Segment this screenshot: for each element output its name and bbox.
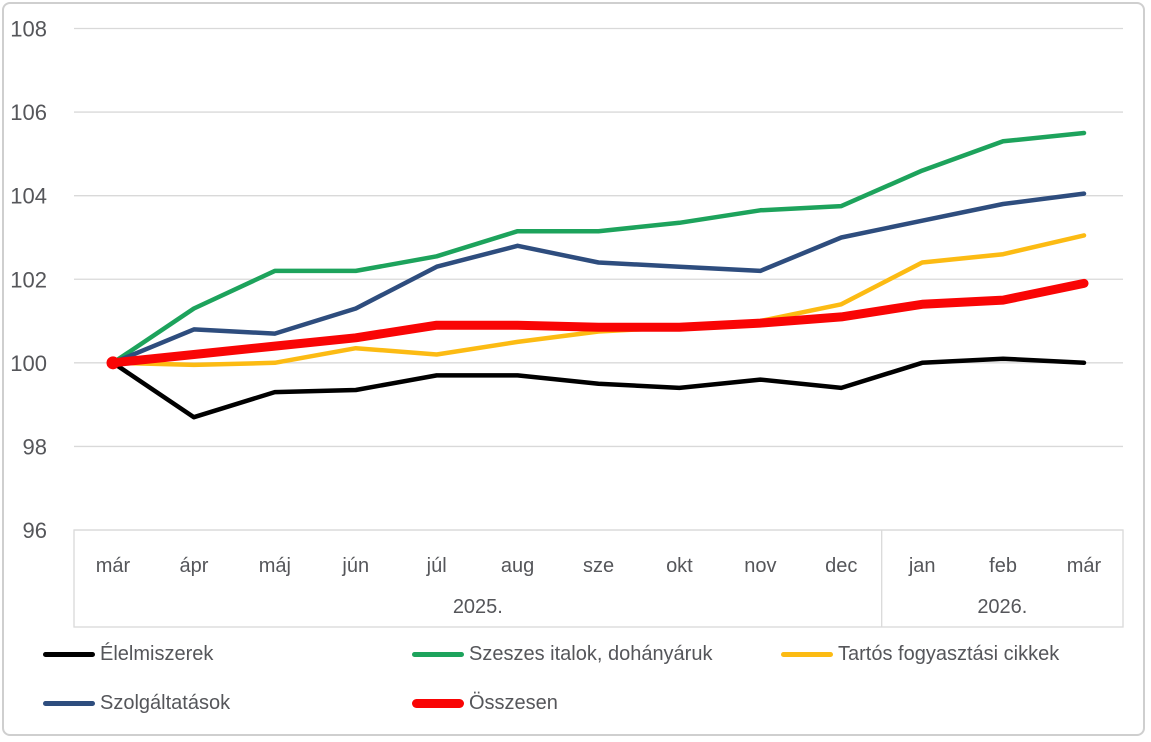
x-axis-month-label: sze bbox=[583, 555, 614, 577]
x-axis-month-label: ápr bbox=[179, 555, 208, 577]
y-axis-tick-label: 104 bbox=[10, 184, 47, 209]
legend-swatch-black bbox=[43, 651, 95, 657]
x-axis-month-label: már bbox=[1067, 555, 1102, 577]
legend-label: Tartós fogyasztási cikkek bbox=[838, 642, 1060, 665]
legend-swatch-green bbox=[412, 651, 464, 657]
legend-item-tartos-cikkek: Tartós fogyasztási cikkek bbox=[781, 641, 1059, 667]
series-start-dot bbox=[106, 356, 120, 370]
y-axis-tick-label: 102 bbox=[10, 267, 47, 292]
y-axis-tick-label: 96 bbox=[23, 518, 47, 543]
legend-item-elelmiszerek: Élelmiszerek bbox=[43, 641, 213, 667]
legend-label: Szeszes italok, dohányáruk bbox=[469, 642, 713, 665]
line-chart-canvas: 96 98 100 102 104 106 108 már ápr máj jún júl aug sze… bbox=[10, 17, 1124, 628]
legend-label: Összesen bbox=[469, 691, 558, 714]
year-label: 2025. bbox=[453, 596, 503, 618]
series-line-1 bbox=[110, 130, 1087, 366]
x-axis-month-label: dec bbox=[825, 555, 857, 577]
legend-swatch-red bbox=[412, 698, 464, 708]
x-axis-month-label: feb bbox=[989, 555, 1017, 577]
x-axis-month-label: jan bbox=[908, 555, 936, 577]
y-axis-tick-label: 98 bbox=[23, 434, 47, 459]
x-axis-month-label: júl bbox=[426, 555, 447, 577]
y-axis-tick-label: 108 bbox=[10, 17, 47, 42]
x-axis-month-label: máj bbox=[259, 555, 291, 577]
legend-swatch-yellow bbox=[781, 651, 833, 657]
year-label: 2026. bbox=[977, 596, 1027, 618]
y-axis-tick-label: 100 bbox=[10, 351, 47, 376]
x-axis-box bbox=[73, 529, 1124, 628]
x-axis-month-label: aug bbox=[501, 555, 534, 577]
y-axis-tick-label: 106 bbox=[10, 100, 47, 125]
series-line-0 bbox=[110, 356, 1087, 420]
legend-item-osszesen: Összesen bbox=[412, 690, 558, 716]
x-axis-month-label: jún bbox=[341, 555, 369, 577]
legend-label: Szolgáltatások bbox=[100, 691, 231, 714]
legend-item-szolgaltatasok: Szolgáltatások bbox=[43, 690, 230, 716]
x-axis-month-label: okt bbox=[666, 555, 693, 577]
x-axis-month-label: már bbox=[96, 555, 131, 577]
legend-swatch-blue bbox=[43, 700, 95, 706]
series-line-4 bbox=[108, 278, 1089, 368]
x-axis-month-label: nov bbox=[744, 555, 776, 577]
series-line-3 bbox=[110, 191, 1087, 366]
legend-item-szeszes-italok: Szeszes italok, dohányáruk bbox=[412, 641, 712, 667]
legend-label: Élelmiszerek bbox=[100, 642, 214, 665]
